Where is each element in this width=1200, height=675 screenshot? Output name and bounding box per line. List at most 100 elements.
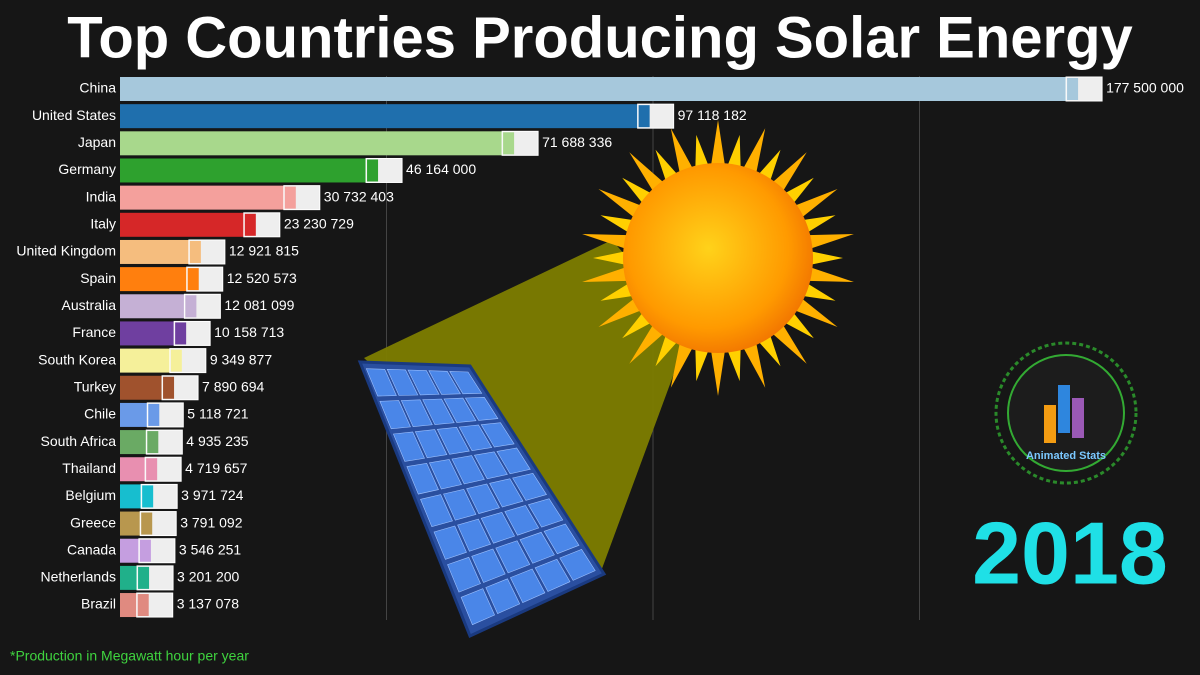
bar xyxy=(120,158,367,183)
category-label: United States xyxy=(32,107,116,123)
value-label: 23 230 729 xyxy=(284,216,354,232)
bar xyxy=(120,511,141,536)
panel-cell xyxy=(496,447,531,475)
category-label: Chile xyxy=(84,406,116,422)
panel-cell xyxy=(449,371,483,395)
value-label: 12 520 573 xyxy=(227,270,297,286)
sun-ray xyxy=(593,250,631,266)
logo: Animated Stats xyxy=(994,341,1138,485)
panel-cell xyxy=(480,511,516,544)
category-label: Italy xyxy=(90,216,116,232)
category-label: United Kingdom xyxy=(16,243,116,259)
category-label: Spain xyxy=(80,270,116,286)
bar xyxy=(120,294,185,319)
bar xyxy=(120,538,139,563)
panel-cell xyxy=(471,548,506,583)
flag-stripe xyxy=(244,213,256,236)
sun-ray xyxy=(695,343,711,382)
category-label: Germany xyxy=(58,161,116,177)
sun-ray xyxy=(598,189,646,221)
bar xyxy=(120,239,189,264)
panel-cell xyxy=(504,505,540,536)
panel-cell xyxy=(457,518,492,552)
sun-ray xyxy=(805,250,843,266)
bar xyxy=(120,593,137,618)
bar xyxy=(120,402,148,427)
category-label: Brazil xyxy=(81,596,116,612)
category-label: South Africa xyxy=(41,433,117,449)
flag-stripe xyxy=(146,458,158,481)
value-label: 12 921 815 xyxy=(229,243,299,259)
value-label: 4 935 235 xyxy=(186,433,248,449)
sun-ray xyxy=(740,128,766,179)
value-label: 3 137 078 xyxy=(177,596,239,612)
flag-stripe xyxy=(141,512,153,535)
bar xyxy=(120,565,138,590)
flag-stripe xyxy=(163,376,175,399)
bar xyxy=(120,77,1067,101)
flag-stripe xyxy=(187,268,199,291)
flag-stripe xyxy=(139,539,151,562)
category-label: Belgium xyxy=(65,487,116,503)
bar xyxy=(120,375,163,400)
value-label: 97 118 182 xyxy=(678,107,747,123)
bar xyxy=(120,321,175,346)
category-label: China xyxy=(79,80,116,96)
bar xyxy=(120,212,244,237)
panel-cell xyxy=(433,525,467,560)
value-label: 177 500 000 xyxy=(1106,80,1184,96)
bar xyxy=(120,104,638,129)
value-label: 4 719 657 xyxy=(185,460,247,476)
footnote: *Production in Megawatt hour per year xyxy=(10,648,249,664)
sun-ray xyxy=(790,189,838,221)
category-label: Japan xyxy=(78,134,116,150)
sun-ray xyxy=(670,337,696,388)
panel-cell xyxy=(414,429,448,459)
panel-cell xyxy=(495,540,531,574)
flag-stripe xyxy=(170,349,182,372)
panel-cell xyxy=(422,398,455,425)
panel-cell xyxy=(485,578,521,614)
panel-cell xyxy=(451,455,485,485)
value-label: 30 732 403 xyxy=(324,188,394,204)
category-label: India xyxy=(86,188,117,204)
value-label: 7 890 694 xyxy=(202,378,264,394)
sun-disc xyxy=(623,163,813,353)
sun-ray xyxy=(803,234,854,251)
bar xyxy=(120,348,170,373)
panel-cell xyxy=(489,478,524,508)
flag-stripe xyxy=(1067,78,1079,100)
flag-stripe xyxy=(148,403,160,426)
sun-ray xyxy=(582,265,633,282)
panel-cell xyxy=(400,399,433,428)
bar xyxy=(120,185,284,210)
panel-cell xyxy=(512,472,547,501)
flag-stripe xyxy=(638,105,650,128)
flag-stripe xyxy=(175,322,187,345)
value-label: 12 081 099 xyxy=(224,297,294,313)
value-label: 46 164 000 xyxy=(406,161,476,177)
panel-cell xyxy=(392,431,425,462)
panel-cell xyxy=(443,397,477,423)
bar xyxy=(120,430,147,455)
panel-cell xyxy=(534,558,571,592)
panel-cell xyxy=(436,426,470,455)
category-label: Turkey xyxy=(74,378,116,394)
panel-cell xyxy=(428,370,461,395)
panel-cell xyxy=(365,368,397,397)
panel-cell xyxy=(379,400,411,430)
value-label: 9 349 877 xyxy=(210,351,272,367)
flag-stripe xyxy=(189,240,201,263)
panel-cell xyxy=(407,369,440,396)
flag-stripe xyxy=(138,566,150,589)
sun-ray xyxy=(670,128,696,179)
value-label: 71 688 336 xyxy=(542,134,612,150)
sun-ray xyxy=(803,265,854,282)
sun-ray xyxy=(725,343,741,382)
panel-cell xyxy=(447,556,481,593)
value-label: 5 118 721 xyxy=(187,406,248,422)
panel-cell xyxy=(458,424,493,452)
sun-ray xyxy=(582,234,633,251)
sun-ray xyxy=(598,295,646,327)
